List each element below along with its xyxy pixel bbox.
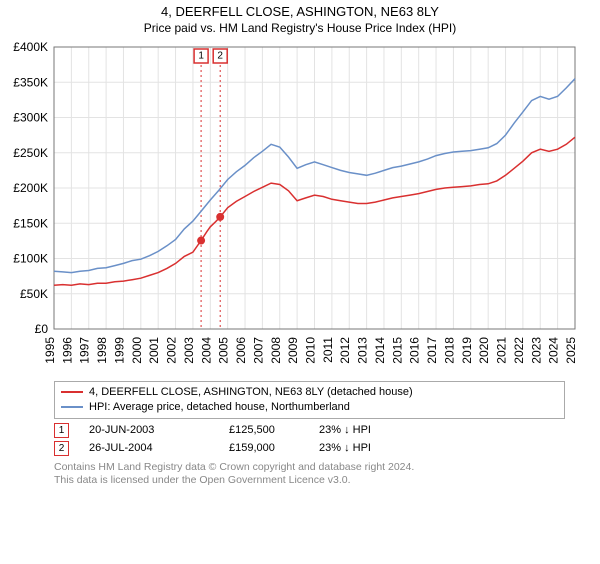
svg-text:2022: 2022	[512, 337, 526, 364]
svg-text:2020: 2020	[477, 337, 491, 364]
svg-text:£300K: £300K	[13, 111, 48, 125]
svg-text:2021: 2021	[495, 337, 509, 364]
svg-text:£400K: £400K	[13, 40, 48, 54]
svg-text:2016: 2016	[408, 337, 422, 364]
svg-text:£100K: £100K	[13, 252, 48, 266]
svg-text:2024: 2024	[547, 337, 561, 364]
event-date: 26-JUL-2004	[89, 442, 229, 454]
svg-text:2006: 2006	[234, 337, 248, 364]
svg-text:2008: 2008	[269, 337, 283, 364]
svg-text:£150K: £150K	[13, 216, 48, 230]
footnote-line-2: This data is licensed under the Open Gov…	[54, 474, 351, 486]
svg-text:2: 2	[217, 51, 223, 62]
legend-row: HPI: Average price, detached house, Nort…	[61, 400, 558, 415]
svg-text:2025: 2025	[564, 337, 578, 364]
legend-swatch	[61, 406, 83, 408]
svg-text:£200K: £200K	[13, 181, 48, 195]
svg-text:1996: 1996	[60, 337, 74, 364]
chart-svg: £0 £50K £100K £150K £200K £250K £300K £350K £400…	[0, 39, 600, 379]
svg-text:£350K: £350K	[13, 75, 48, 89]
event-delta: 23% ↓ HPI	[319, 424, 439, 436]
legend-label: HPI: Average price, detached house, Nort…	[89, 400, 350, 415]
sale-event-row: 1 20-JUN-2003£125,50023% ↓ HPI	[54, 423, 565, 438]
sale-events: 1 20-JUN-2003£125,50023% ↓ HPI 2 26-JUL-200…	[0, 423, 600, 456]
svg-text:2014: 2014	[373, 337, 387, 364]
page-subtitle: Price paid vs. HM Land Registry's House …	[0, 21, 600, 35]
svg-text:2018: 2018	[442, 337, 456, 364]
svg-text:2015: 2015	[390, 337, 404, 364]
svg-text:2009: 2009	[286, 337, 300, 364]
svg-text:1998: 1998	[95, 337, 109, 364]
svg-text:2019: 2019	[460, 337, 474, 364]
legend-label: 4, DEERFELL CLOSE, ASHINGTON, NE63 8LY (…	[89, 385, 413, 400]
svg-text:2012: 2012	[338, 337, 352, 364]
page-title: 4, DEERFELL CLOSE, ASHINGTON, NE63 8LY	[0, 4, 600, 19]
svg-text:£250K: £250K	[13, 146, 48, 160]
event-price: £159,000	[229, 442, 319, 454]
svg-text:2013: 2013	[356, 337, 370, 364]
svg-text:2007: 2007	[251, 337, 265, 364]
svg-text:2005: 2005	[217, 337, 231, 364]
svg-text:2000: 2000	[130, 337, 144, 364]
event-marker: 2	[54, 441, 69, 456]
svg-text:£50K: £50K	[20, 287, 48, 301]
event-marker: 1	[54, 423, 69, 438]
sale-event-row: 2 26-JUL-2004£159,00023% ↓ HPI	[54, 441, 565, 456]
svg-text:2010: 2010	[304, 337, 318, 364]
event-price: £125,500	[229, 424, 319, 436]
svg-text:2001: 2001	[147, 337, 161, 364]
svg-text:1: 1	[198, 51, 204, 62]
svg-text:2003: 2003	[182, 337, 196, 364]
svg-text:1995: 1995	[43, 337, 57, 364]
svg-text:2011: 2011	[321, 337, 335, 363]
svg-text:2023: 2023	[529, 337, 543, 364]
svg-text:1997: 1997	[78, 337, 92, 364]
price-chart: £0 £50K £100K £150K £200K £250K £300K £350K £400…	[0, 39, 600, 379]
footnote-line-1: Contains HM Land Registry data © Crown c…	[54, 461, 414, 473]
svg-text:2004: 2004	[199, 337, 213, 364]
svg-text:1999: 1999	[112, 337, 126, 364]
svg-text:£0: £0	[35, 322, 49, 336]
legend-row: 4, DEERFELL CLOSE, ASHINGTON, NE63 8LY (…	[61, 385, 558, 400]
event-delta: 23% ↓ HPI	[319, 442, 439, 454]
event-date: 20-JUN-2003	[89, 424, 229, 436]
svg-text:2002: 2002	[165, 337, 179, 364]
legend: 4, DEERFELL CLOSE, ASHINGTON, NE63 8LY (…	[54, 381, 565, 419]
svg-text:2017: 2017	[425, 337, 439, 364]
footnote: Contains HM Land Registry data © Crown c…	[54, 461, 565, 488]
legend-swatch	[61, 391, 83, 393]
